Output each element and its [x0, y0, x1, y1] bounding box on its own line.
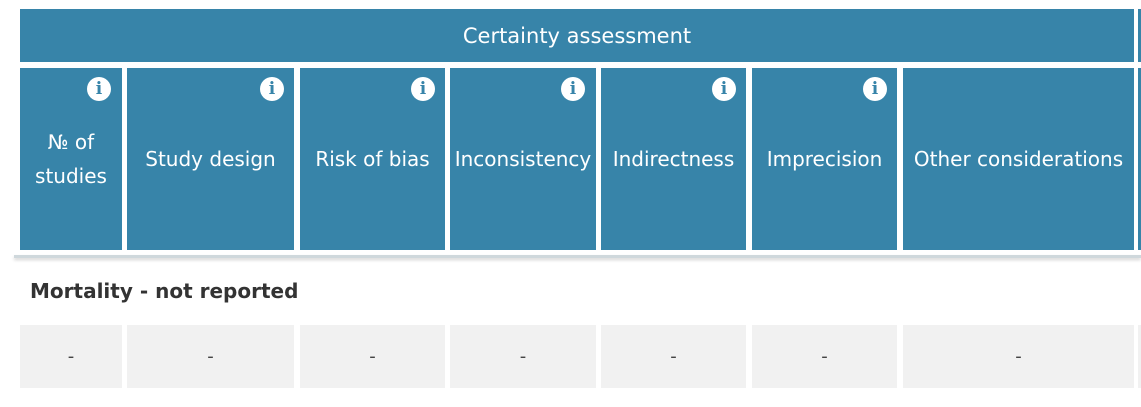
info-icon[interactable]: i	[863, 77, 887, 101]
table-cell-continuation	[1138, 325, 1141, 388]
col-header-label: Study design	[145, 147, 276, 171]
table-cell: -	[601, 325, 746, 388]
col-header-other-considerations: Other considerations	[903, 68, 1134, 250]
table-cell: -	[450, 325, 596, 388]
cell-value: -	[369, 346, 376, 367]
col-header-risk-of-bias: Risk of bias	[300, 68, 445, 250]
outcome-title: Mortality - not reported	[30, 279, 299, 303]
info-icon[interactable]: i	[561, 77, 585, 101]
cell-value: -	[1015, 346, 1022, 367]
col-header-label: Indirectness	[612, 147, 735, 171]
info-icon[interactable]: i	[260, 77, 284, 101]
header-divider	[14, 255, 1141, 258]
cell-value: -	[519, 346, 527, 367]
table-cell: -	[300, 325, 445, 388]
col-header-label: № of studies	[35, 130, 107, 188]
group-header: Certainty assessment	[20, 9, 1134, 62]
table-cell: -	[20, 325, 122, 388]
cell-value: -	[670, 346, 677, 367]
info-icon[interactable]: i	[411, 77, 435, 101]
group-header-label: Certainty assessment	[462, 23, 692, 48]
group-header-continuation	[1138, 9, 1141, 62]
col-header-label: Inconsistency	[454, 147, 592, 171]
info-icon[interactable]: i	[712, 77, 736, 101]
col-header-continuation	[1138, 68, 1141, 250]
table-cell: -	[752, 325, 897, 388]
col-header-label: Imprecision	[766, 147, 883, 171]
table-cell: -	[903, 325, 1134, 388]
col-header-label: Risk of bias	[315, 147, 430, 171]
cell-value: -	[821, 346, 828, 367]
table-cell: -	[127, 325, 294, 388]
info-icon[interactable]: i	[87, 77, 111, 101]
col-header-label: Other considerations	[913, 147, 1124, 171]
cell-value: -	[67, 346, 75, 367]
cell-value: -	[207, 346, 214, 367]
